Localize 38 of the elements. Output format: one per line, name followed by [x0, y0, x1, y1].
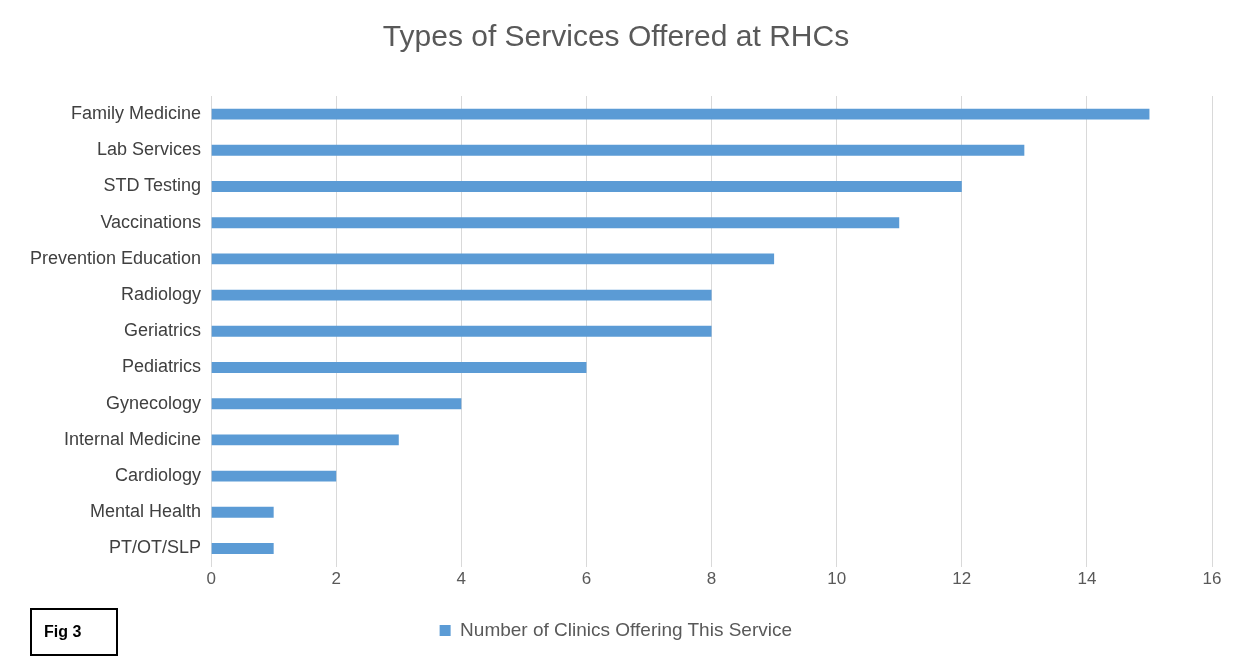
chart-title: Types of Services Offered at RHCs [382, 19, 850, 53]
x-tick-label: 0 [206, 569, 216, 589]
caption: Fig 3 [30, 608, 118, 656]
bar [211, 398, 462, 410]
y-tick-label: Lab Services [97, 139, 202, 160]
y-tick-label: Pediatrics [122, 356, 202, 377]
bar [211, 289, 712, 301]
bar [211, 434, 399, 446]
y-tick-label: Radiology [121, 284, 202, 305]
y-tick-label: Family Medicine [71, 103, 202, 124]
bar [211, 470, 337, 482]
bar [211, 362, 587, 373]
y-tick-label: Mental Health [90, 501, 202, 522]
x-tick-label: 2 [331, 569, 341, 589]
bar [211, 181, 962, 192]
x-tick-label: 8 [706, 569, 717, 589]
x-tick-label: 16 [1202, 569, 1222, 589]
bar [211, 506, 274, 518]
bar [211, 108, 1150, 120]
x-tick-label: 14 [1077, 569, 1097, 589]
y-tick-label: Cardiology [115, 465, 202, 486]
x-tick-label: 12 [952, 569, 972, 589]
y-tick-label: Gynecology [106, 392, 202, 413]
y-tick-label: Geriatrics [124, 320, 202, 341]
bar [211, 253, 775, 265]
legend-label: Number of Clinics Offering This Service [460, 618, 793, 640]
x-tick-label: 6 [581, 569, 592, 589]
y-tick-label: Internal Medicine [64, 428, 202, 449]
bar [211, 144, 1025, 156]
y-tick-label: PT/OT/SLP [109, 537, 202, 558]
y-tick-label: Prevention Education [29, 247, 202, 268]
y-tick-label: STD Testing [103, 175, 202, 196]
bar [211, 217, 900, 229]
bar [211, 325, 712, 337]
bar [211, 543, 274, 554]
x-tick-label: 4 [456, 569, 467, 589]
x-tick-label: 10 [827, 569, 847, 589]
y-tick-label: Vaccinations [100, 211, 202, 232]
